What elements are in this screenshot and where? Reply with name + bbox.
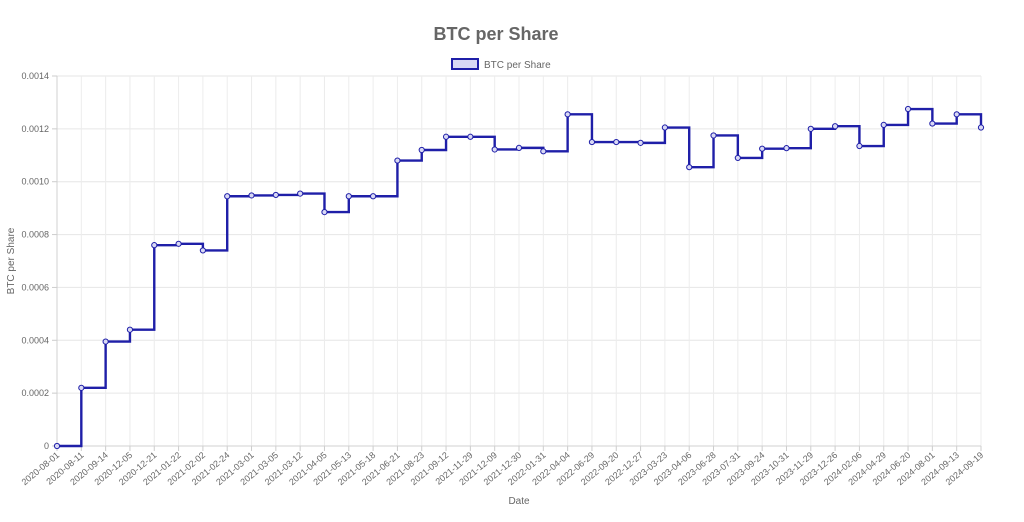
data-point[interactable] (880, 121, 887, 128)
data-point[interactable] (126, 326, 134, 333)
data-point[interactable] (856, 142, 863, 150)
data-point[interactable] (977, 124, 985, 131)
data-point[interactable] (78, 384, 85, 391)
y-tick-label: 0.0006 (21, 282, 49, 292)
data-point[interactable] (418, 146, 425, 154)
y-tick-label: 0 (44, 441, 49, 451)
grid (56, 75, 982, 447)
data-point[interactable] (467, 133, 474, 140)
y-tick-label: 0.0002 (21, 388, 49, 398)
data-point[interactable] (832, 123, 839, 130)
data-point[interactable] (710, 132, 717, 139)
series-layer (53, 105, 985, 450)
y-axis-label: BTC per Share (6, 227, 17, 294)
axes: 0 0.0002 0.0004 0.0006 0.0008 0.0010 0.0012 0.0… (20, 71, 986, 487)
data-point[interactable] (564, 111, 571, 118)
data-point[interactable] (199, 247, 206, 254)
chart-title: BTC per Share (433, 24, 558, 44)
data-point[interactable] (248, 192, 255, 199)
data-point[interactable] (807, 125, 814, 132)
y-tick-label: 0.0014 (21, 71, 49, 81)
data-point[interactable] (272, 191, 279, 199)
y-tick-label: 0.0012 (21, 124, 49, 134)
data-point[interactable] (613, 138, 620, 146)
data-point[interactable] (345, 193, 352, 200)
data-point[interactable] (491, 146, 498, 153)
data-point[interactable] (953, 111, 960, 118)
y-tick-label: 0.0008 (21, 230, 49, 240)
data-point[interactable] (686, 164, 693, 171)
data-point[interactable] (321, 209, 328, 216)
data-point[interactable] (370, 193, 377, 200)
legend[interactable]: BTC per Share (451, 58, 551, 71)
y-tick-label: 0.0010 (21, 177, 49, 187)
data-point[interactable] (759, 145, 766, 152)
data-point[interactable] (515, 144, 523, 151)
data-point[interactable] (588, 138, 596, 146)
data-point[interactable] (442, 133, 450, 140)
data-point[interactable] (929, 120, 936, 127)
data-point[interactable] (394, 157, 401, 164)
data-point[interactable] (224, 193, 231, 200)
data-point[interactable] (102, 338, 109, 345)
data-point[interactable] (734, 154, 741, 162)
data-point[interactable] (297, 190, 304, 197)
data-point[interactable] (904, 105, 912, 113)
legend-swatch (451, 58, 479, 70)
data-point[interactable] (783, 145, 790, 152)
data-point[interactable] (661, 124, 668, 131)
y-tick-label: 0.0004 (21, 335, 49, 345)
legend-label: BTC per Share (484, 60, 551, 71)
data-point[interactable] (175, 240, 182, 247)
data-point[interactable] (637, 139, 644, 146)
data-point[interactable] (53, 442, 61, 450)
x-axis-label: Date (508, 496, 530, 507)
data-point[interactable] (540, 148, 547, 155)
data-point[interactable] (151, 242, 158, 249)
